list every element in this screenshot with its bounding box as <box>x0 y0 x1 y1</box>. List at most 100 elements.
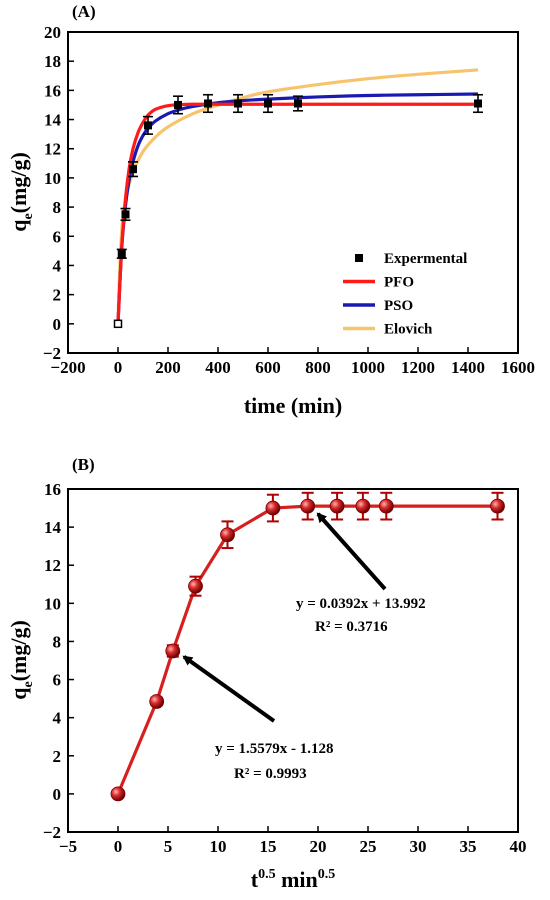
panel-b-annotation-arrow <box>182 655 276 723</box>
panel-a-y-tick-label: 14 <box>44 111 62 130</box>
panel-a-y-label-rest: (mg/g) <box>6 152 31 213</box>
panel-a-legend-label: PFO <box>384 275 414 291</box>
panel-b-y-label-main: q <box>6 687 31 700</box>
panel-b-data-point <box>220 527 235 543</box>
panel-b-tag: (B) <box>72 455 95 474</box>
panel-a-x-tick-label: 0 <box>114 358 123 377</box>
panel-a-y-tick-label: 10 <box>44 169 61 188</box>
panel-a-y-tick-label: 20 <box>44 23 61 42</box>
panel-a-y-label-sub: e <box>21 213 36 219</box>
panel-b-y-tick-label: 2 <box>53 747 62 766</box>
panel-b-y-tick-label: 14 <box>44 518 62 537</box>
panel-b: (B) −5 0 5 10 15 20 25 30 35 40 −2 0 2 4 6 8 10 12 14 16 y … <box>6 455 527 892</box>
panel-a-x-tick-label: 1400 <box>451 358 485 377</box>
panel-a-legend-label: PSO <box>384 298 413 314</box>
panel-b-y-tick-label: 0 <box>53 785 62 804</box>
panel-b-annotations: y = 0.0392x + 13.992 R² = 0.3716 y = 1.557… <box>182 512 426 782</box>
panel-a-data-point <box>113 319 123 329</box>
panel-a-x-tick-label: 200 <box>155 358 181 377</box>
panel-a-y-tick-label: 2 <box>53 286 62 305</box>
panel-b-y-tick-label: 12 <box>44 556 61 575</box>
panel-a-data-point <box>474 99 482 108</box>
panel-b-annotation-r2: R² = 0.9993 <box>234 766 307 782</box>
panel-a-y-tick-label: −2 <box>43 344 61 363</box>
panel-b-x-label-mid: min <box>276 867 318 892</box>
panel-a-data-point <box>144 121 152 130</box>
panel-a-x-tick-label: 1200 <box>401 358 435 377</box>
panel-b-data-point <box>265 500 281 516</box>
panel-a-y-tick-label: 18 <box>44 52 61 71</box>
panel-a-y-axis-label: qe(mg/g) <box>6 152 36 232</box>
panel-a-x-tick-label: 800 <box>305 358 331 377</box>
panel-b-x-label-sup2: 0.5 <box>318 867 336 882</box>
panel-a-plot-area <box>113 68 483 329</box>
panel-a-legend-marker <box>355 254 363 262</box>
panel-b-y-tick-label: 6 <box>53 671 62 690</box>
panel-b-x-tick-label: 5 <box>164 837 173 856</box>
panel-b-y-tick-label: 8 <box>53 632 62 651</box>
panel-b-y-tick-label: −2 <box>43 823 61 842</box>
panel-b-data-point <box>188 578 203 594</box>
panel-b-data-point <box>329 498 345 514</box>
panel-b-annotation-arrow <box>316 512 387 591</box>
panel-b-data-point <box>378 498 394 514</box>
panel-b-ticks: −5 0 5 10 15 20 25 30 35 40 −2 0 2 4 6 8 10 12 14 16 <box>43 480 527 856</box>
panel-a-x-tick-label: 600 <box>255 358 281 377</box>
panel-a-data-point <box>129 165 137 174</box>
panel-a-legend-label: Elovich <box>384 322 433 338</box>
panel-b-y-label-sub: e <box>21 681 36 687</box>
panel-b-frame <box>67 488 519 833</box>
panel-a-data-point <box>234 99 242 108</box>
panel-b-x-tick-label: 35 <box>460 837 477 856</box>
panel-b-x-tick-label: 40 <box>510 837 527 856</box>
panel-a-curve-pfo <box>116 102 478 324</box>
panel-b-x-label-sup1: 0.5 <box>258 867 276 882</box>
panel-b-annotation-equation: y = 0.0392x + 13.992 <box>296 596 426 612</box>
panel-a-y-label-main: q <box>6 219 31 232</box>
panel-a-y-tick-label: 0 <box>53 315 62 334</box>
panel-a-y-tick-label: 8 <box>53 198 62 217</box>
panel-a-data-point <box>294 99 302 108</box>
panel-a-x-tick-label: 1600 <box>501 358 535 377</box>
panel-b-data-point <box>490 498 505 514</box>
panel-b-data-point <box>355 498 371 514</box>
panel-a-data-point <box>204 99 212 108</box>
panel-b-y-tick-label: 4 <box>53 709 62 728</box>
panel-b-y-label-rest: (mg/g) <box>6 620 31 681</box>
panel-b-x-tick-label: 15 <box>260 837 277 856</box>
panel-b-y-tick-label: 10 <box>44 594 61 613</box>
panel-b-x-tick-label: 20 <box>310 837 327 856</box>
panel-a-ticks: −200 0 200 400 600 800 1000 1200 1400 1600 −2 0 2 4 6 8… <box>43 23 535 377</box>
panel-a-x-tick-label: −200 <box>50 358 85 377</box>
panel-b-x-tick-label: 30 <box>410 837 427 856</box>
panel-a-tag: (A) <box>72 2 96 21</box>
panel-a-data-point <box>174 100 182 109</box>
panel-b-annotation-equation: y = 1.5579x - 1.128 <box>215 741 334 757</box>
panel-a-data-point <box>117 249 126 258</box>
panel-a-frame <box>67 31 519 354</box>
panel-b-x-tick-label: 0 <box>114 837 123 856</box>
panel-a-y-tick-label: 6 <box>53 227 62 246</box>
panel-b-plot-area <box>110 491 505 802</box>
panel-b-data-point <box>149 694 165 709</box>
panel-a-legend: Expermental PFO PSO Elovich <box>343 251 467 338</box>
panel-b-annotation-r2: R² = 0.3716 <box>315 619 388 635</box>
panel-b-data-point <box>165 643 181 659</box>
panel-a-y-tick-label: 16 <box>44 81 61 100</box>
panel-b-y-axis-label: qe(mg/g) <box>6 620 36 700</box>
panel-a-x-tick-label: 400 <box>205 358 231 377</box>
panel-b-x-label-base: t <box>251 867 259 892</box>
panel-b-data-point <box>300 498 316 514</box>
panel-a-x-tick-label: 1000 <box>351 358 385 377</box>
panel-b-x-tick-label: −5 <box>59 837 77 856</box>
panel-a-legend-label: Expermental <box>384 251 467 267</box>
panel-a-data-point <box>121 210 130 219</box>
panel-b-x-tick-label: 25 <box>360 837 377 856</box>
panel-a-x-axis-label: time (min) <box>244 393 342 418</box>
panel-b-x-tick-label: 10 <box>210 837 227 856</box>
panel-b-x-axis-label: t0.5 min0.5 <box>251 867 336 892</box>
panel-b-y-tick-label: 16 <box>44 480 61 499</box>
panel-a: (A) −200 0 200 400 600 800 1000 1200 1400 1600 −2 0… <box>6 2 535 418</box>
panel-b-data-point <box>110 786 126 802</box>
